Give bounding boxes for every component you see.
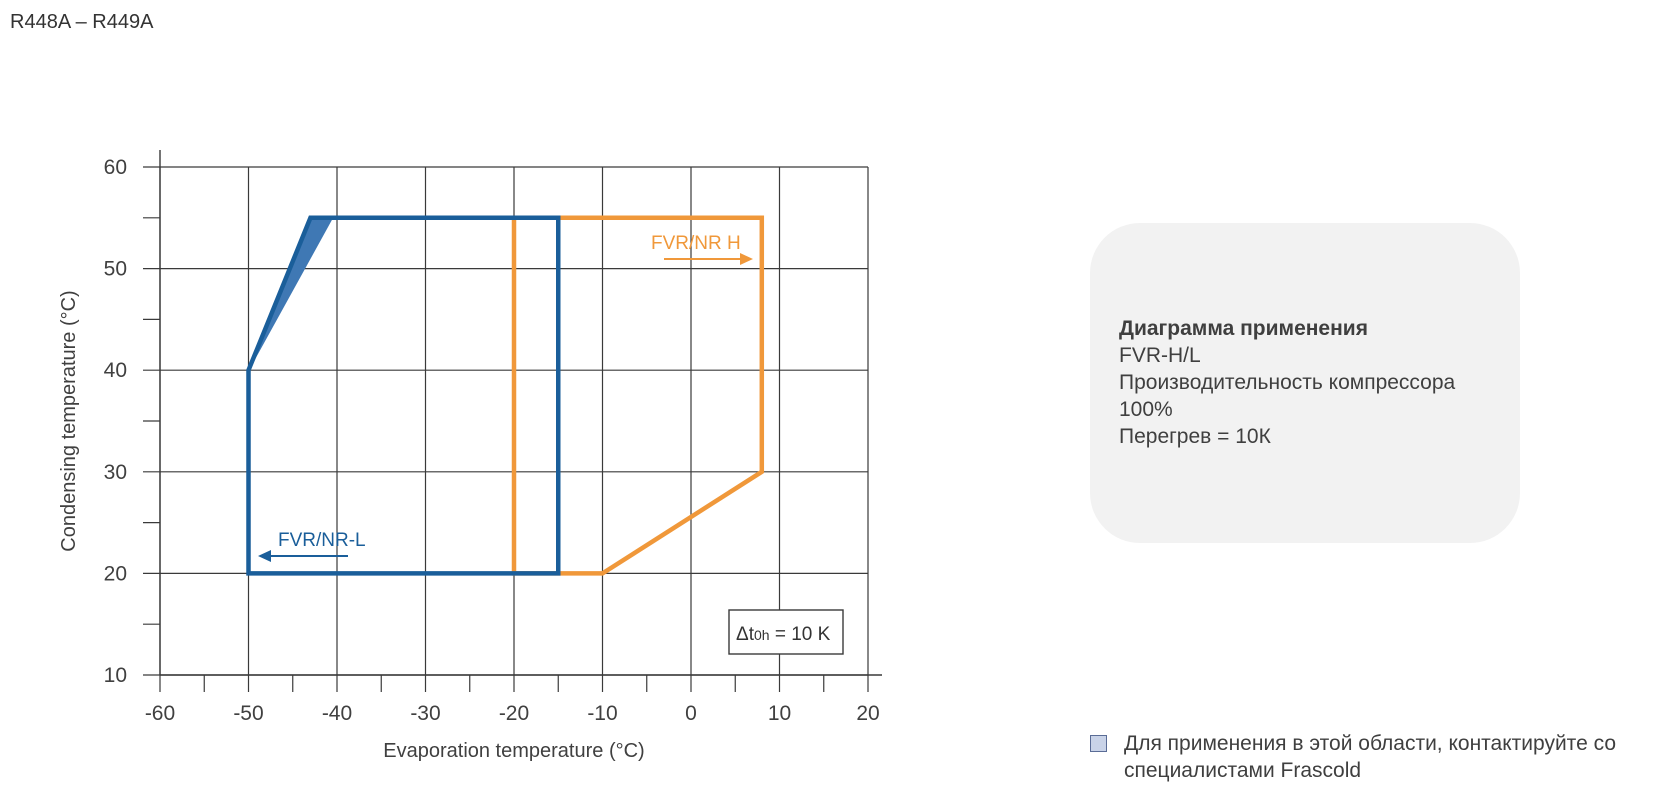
annotation-subscript: 0h bbox=[754, 627, 770, 643]
info-superheat: Перегрев = 10К bbox=[1119, 425, 1271, 448]
legend-swatch bbox=[1090, 735, 1107, 752]
y-tick-label: 40 bbox=[104, 359, 127, 382]
contact-note-line-2: специалистами Frascold bbox=[1124, 759, 1362, 782]
annotation-delta: Δt bbox=[736, 624, 755, 645]
series-label-fvr-nr-h: FVR/NR H bbox=[651, 233, 741, 254]
info-title: Диаграмма применения bbox=[1119, 317, 1368, 340]
y-tick-label: 30 bbox=[104, 461, 127, 484]
x-axis-title: Evaporation temperature (°C) bbox=[383, 740, 644, 762]
y-tick-label: 50 bbox=[104, 258, 127, 281]
x-tick-label: -20 bbox=[499, 702, 529, 725]
series-arrowhead-fvr-nr-l bbox=[258, 550, 271, 562]
chart-labels: -60 -50 -40 -30 -20 -10 0 10 20 10 20 30 40 50 60 Evapo… bbox=[58, 156, 880, 762]
x-tick-label: 20 bbox=[856, 702, 879, 725]
x-tick-label: -30 bbox=[410, 702, 440, 725]
x-tick-label: 10 bbox=[768, 702, 791, 725]
annotation-box bbox=[728, 609, 844, 655]
info-capacity-label: Производительность компрессора bbox=[1119, 371, 1456, 394]
series-label-fvr-nr-l: FVR/NR-L bbox=[278, 530, 366, 551]
axes bbox=[143, 150, 882, 692]
x-tick-label: -50 bbox=[233, 702, 263, 725]
envelope-fvr-nr-h bbox=[511, 215, 765, 576]
y-axis-title: Condensing temperature (°C) bbox=[58, 290, 80, 551]
series-arrowhead-fvr-nr-h bbox=[740, 253, 753, 265]
x-tick-label: -40 bbox=[322, 702, 352, 725]
annotation-text: Δt0h = 10 K bbox=[736, 624, 831, 645]
contact-note-line-1: Для применения в этой области, контактир… bbox=[1124, 732, 1616, 755]
envelope-fvr-nr-l bbox=[246, 215, 561, 576]
info-capacity-value: 100% bbox=[1119, 398, 1173, 421]
page-title: R448A – R449A bbox=[10, 11, 154, 33]
contact-region bbox=[248, 217, 334, 371]
info-model: FVR-H/L bbox=[1119, 344, 1201, 367]
y-tick-label: 20 bbox=[104, 562, 127, 585]
info-panel: Диаграмма применения FVR-H/L Производите… bbox=[1090, 223, 1520, 543]
x-tick-label: 0 bbox=[685, 702, 697, 725]
contact-note-text: Для применения в этой области, контактир… bbox=[1124, 730, 1616, 784]
x-tick-label: -10 bbox=[587, 702, 617, 725]
x-tick-label: -60 bbox=[145, 702, 175, 725]
annotation-value: = 10 K bbox=[770, 624, 831, 645]
envelope-series bbox=[246, 215, 765, 576]
y-tick-label: 10 bbox=[104, 664, 127, 687]
y-tick-label: 60 bbox=[104, 156, 127, 179]
